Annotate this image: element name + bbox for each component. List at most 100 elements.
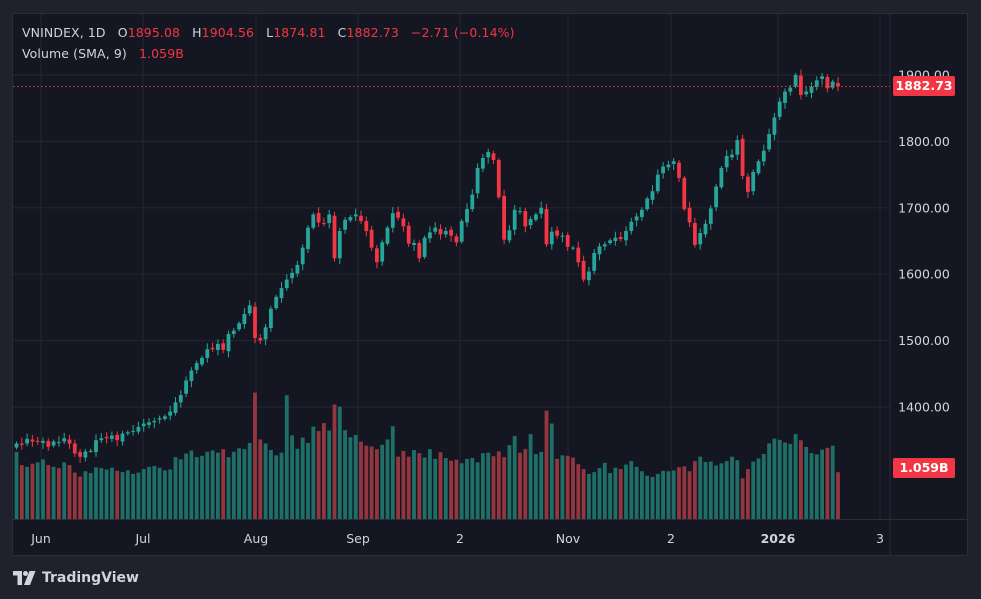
- volume-bar: [216, 452, 220, 519]
- candle-body: [671, 161, 676, 164]
- volume-bar: [422, 457, 427, 519]
- candle-body: [640, 209, 644, 218]
- volume-bar: [719, 463, 724, 519]
- volume-bar: [120, 472, 125, 519]
- candle-body: [587, 271, 591, 281]
- candle-body: [428, 232, 432, 239]
- volume-value: 1.059B: [138, 46, 184, 61]
- tradingview-logo[interactable]: TradingView: [13, 569, 139, 587]
- candle-body: [502, 195, 506, 240]
- candle-body: [772, 117, 777, 135]
- volume-bar: [428, 449, 432, 519]
- volume-bar: [247, 442, 252, 519]
- candle-body: [412, 242, 416, 245]
- volume-bar: [587, 473, 591, 519]
- candle-body: [634, 216, 639, 221]
- volume-bar: [168, 469, 173, 519]
- candle-body: [41, 440, 45, 443]
- low-label: L: [266, 25, 274, 40]
- candle-body: [300, 247, 305, 265]
- candle-body: [184, 380, 188, 394]
- volume-bar: [645, 475, 650, 519]
- volume-bar: [242, 449, 247, 519]
- volume-bar: [327, 430, 332, 519]
- volume-bar: [629, 461, 634, 519]
- volume-bar: [724, 461, 729, 519]
- close-label: C: [337, 25, 347, 40]
- candle-body: [836, 82, 840, 87]
- x-tick-label: Aug: [244, 531, 268, 546]
- candle-body: [751, 171, 756, 192]
- candle-body: [465, 209, 469, 223]
- volume-bar: [592, 472, 597, 519]
- y-tick-label: 1500.00: [898, 333, 950, 348]
- x-tick-label: 3: [876, 531, 884, 546]
- candle-body: [820, 76, 824, 79]
- volume-bar: [730, 456, 734, 519]
- candle-body: [544, 209, 549, 245]
- candle-body: [99, 438, 104, 441]
- candle-body: [306, 227, 310, 249]
- volume-bar: [735, 460, 740, 519]
- volume-bar: [475, 462, 480, 519]
- high-value: 1904.56: [201, 25, 255, 40]
- candle-body: [549, 231, 554, 245]
- candle-body: [417, 242, 422, 259]
- candle-body: [316, 213, 321, 223]
- candle-body: [25, 438, 29, 444]
- candle-body: [581, 260, 586, 280]
- candle-body: [78, 452, 82, 457]
- candle-body: [724, 156, 729, 168]
- candle-body: [814, 80, 819, 87]
- candle-body: [735, 140, 740, 155]
- candle-body: [809, 86, 814, 93]
- volume-bar: [671, 470, 676, 519]
- candle-body: [396, 211, 400, 218]
- candle-body: [459, 221, 464, 242]
- volume-bar: [316, 431, 321, 519]
- candle-body: [194, 363, 199, 370]
- candle-body: [825, 76, 830, 89]
- volume-bar: [693, 461, 697, 519]
- volume-bar: [809, 453, 814, 519]
- candle-body: [740, 138, 745, 176]
- volume-bar: [465, 458, 469, 519]
- volume-bar: [104, 469, 109, 519]
- candle-body: [94, 440, 98, 453]
- volume-bar: [274, 455, 279, 519]
- candle-body: [608, 240, 612, 243]
- candle-body: [454, 236, 459, 243]
- volume-bar: [343, 430, 347, 519]
- volume-bar: [534, 454, 538, 519]
- volume-bar: [253, 392, 257, 519]
- candle-body: [157, 418, 162, 420]
- candle-body: [364, 221, 369, 232]
- volume-bar: [486, 452, 491, 519]
- volume-bar: [30, 463, 35, 519]
- candle-body: [295, 264, 300, 274]
- x-tick-label: 2: [456, 531, 464, 546]
- volume-bar: [375, 449, 379, 519]
- volume-bar: [602, 462, 607, 519]
- volume-bar: [152, 465, 157, 519]
- high-label: H: [192, 25, 202, 40]
- x-tick-label: Sep: [346, 531, 370, 546]
- volume-bar: [110, 467, 114, 519]
- candle-body: [592, 252, 597, 271]
- volume-bar: [94, 467, 98, 519]
- volume-bar: [35, 462, 40, 519]
- y-tick-label: 1600.00: [898, 267, 950, 282]
- volume-bar: [46, 465, 51, 519]
- volume-bar: [714, 465, 718, 519]
- volume-bar: [618, 469, 623, 519]
- volume-bar: [470, 458, 475, 519]
- candle-body: [523, 211, 528, 227]
- volume-bar: [205, 451, 210, 519]
- volume-bar: [687, 471, 692, 519]
- volume-bar: [237, 448, 241, 519]
- x-tick-label: 2: [667, 531, 675, 546]
- volume-bar: [677, 467, 681, 519]
- candle-body: [242, 314, 247, 324]
- volume-bar: [751, 461, 756, 519]
